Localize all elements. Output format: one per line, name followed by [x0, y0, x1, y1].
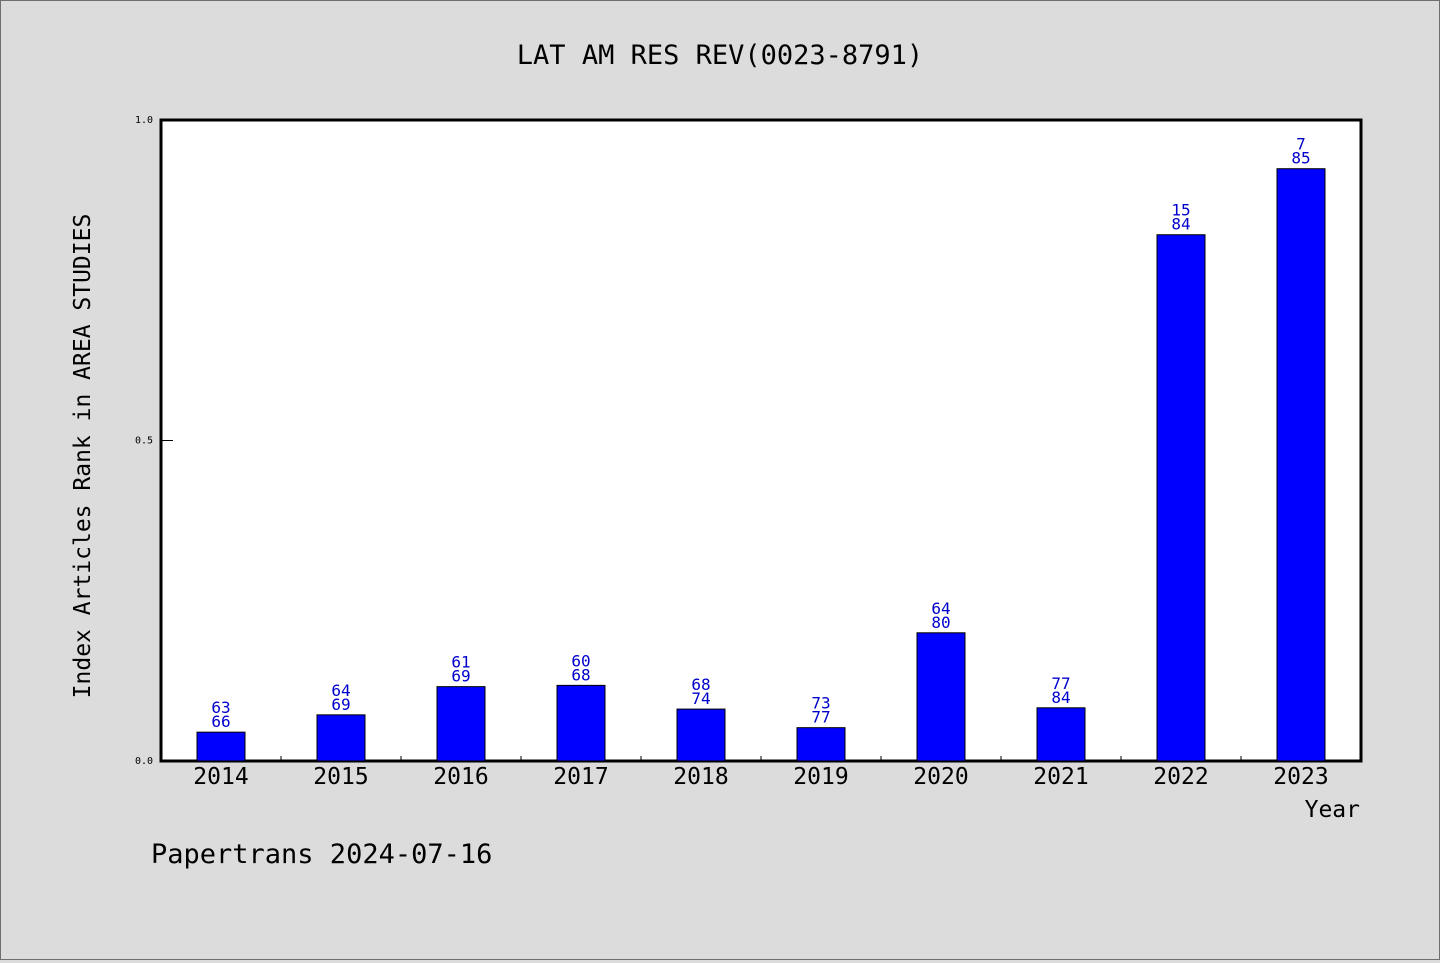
x-tick-label-2014: 2014	[193, 764, 248, 790]
x-tick-label-2017: 2017	[553, 764, 608, 790]
bar-label-bottom-2015: 69	[331, 695, 350, 714]
y-axis-title: Index Articles Rank in AREA STUDIES	[70, 214, 96, 699]
bar-label-top-2018: 68	[691, 675, 710, 694]
x-tick-label-2022: 2022	[1153, 764, 1208, 790]
x-tick-label-2016: 2016	[433, 764, 488, 790]
bar-label-bottom-2022: 84	[1171, 215, 1190, 234]
x-tick-label-2015: 2015	[313, 764, 368, 790]
bar-2018	[676, 708, 726, 762]
bar-label-top-2016: 61	[451, 653, 470, 672]
x-tick-label-2023: 2023	[1273, 764, 1328, 790]
bar-label-top-2017: 60	[571, 651, 590, 670]
bar-label-bottom-2014: 66	[211, 712, 230, 731]
bar-label-top-2020: 64	[931, 599, 950, 618]
bar-label-bottom-2020: 80	[931, 613, 950, 632]
bar-label-bottom-2019: 77	[811, 708, 830, 727]
bar-2019	[796, 727, 846, 762]
bar-2022	[1156, 234, 1206, 762]
x-tick-label-2020: 2020	[913, 764, 968, 790]
bar-label-top-2014: 63	[211, 698, 230, 717]
y-tick-label-0.0: 0.0	[135, 756, 153, 767]
bar-label-bottom-2016: 69	[451, 667, 470, 686]
bar-2015	[316, 714, 366, 762]
bar-label-top-2022: 15	[1171, 201, 1190, 220]
x-tick-label-2018: 2018	[673, 764, 728, 790]
bar-label-top-2015: 64	[331, 681, 350, 700]
y-ticks-group: 0.0 0.5 1.0	[135, 115, 173, 767]
bar-label-bottom-2021: 84	[1051, 688, 1070, 707]
x-ticks-group: 2014 2015 2016 2017 2018 2019 2020 2021 2022 2023	[193, 756, 1329, 790]
x-tick-label-2021: 2021	[1033, 764, 1088, 790]
bar-label-bottom-2023: 85	[1291, 149, 1310, 168]
bar-2016	[436, 686, 486, 762]
bar-label-bottom-2018: 74	[691, 689, 710, 708]
bar-2021	[1036, 707, 1086, 762]
bar-2020	[916, 632, 966, 762]
bar-label-bottom-2017: 68	[571, 665, 590, 684]
bar-2017	[556, 684, 606, 762]
bar-label-top-2023: 7	[1296, 135, 1306, 154]
bar-label-top-2021: 77	[1051, 674, 1070, 693]
y-tick-label-0.5: 0.5	[135, 436, 153, 447]
x-tick-label-2019: 2019	[793, 764, 848, 790]
bar-2023	[1276, 168, 1326, 762]
x-axis-title: Year	[1305, 797, 1360, 823]
bar-label-top-2019: 73	[811, 694, 830, 713]
footer-text: Papertrans 2024-07-16	[151, 839, 492, 870]
chart-title: LAT AM RES REV(0023-8791)	[517, 40, 923, 71]
y-tick-label-1.0: 1.0	[135, 115, 153, 126]
bar-2014	[196, 731, 246, 762]
